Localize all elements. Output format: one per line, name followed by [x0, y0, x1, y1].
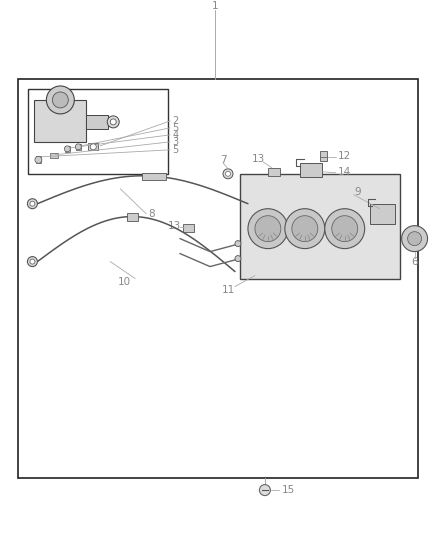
Text: 9: 9: [355, 187, 361, 197]
Text: 5: 5: [172, 123, 178, 133]
Bar: [240, 174, 399, 279]
Text: 10: 10: [118, 277, 131, 287]
Circle shape: [226, 171, 230, 176]
Circle shape: [28, 199, 37, 209]
Text: 13: 13: [252, 154, 265, 164]
Circle shape: [332, 216, 358, 241]
Bar: [142, 173, 166, 180]
Text: 8: 8: [148, 209, 155, 219]
Text: 7: 7: [220, 155, 226, 165]
Bar: [88, 143, 98, 150]
Bar: [65, 146, 71, 152]
Bar: [50, 153, 58, 158]
Circle shape: [402, 225, 427, 252]
Circle shape: [30, 201, 35, 206]
Circle shape: [110, 119, 116, 125]
Bar: [86, 115, 108, 129]
Circle shape: [107, 116, 119, 128]
Text: 6: 6: [411, 256, 418, 266]
Bar: [28, 89, 168, 174]
Circle shape: [325, 209, 365, 248]
Text: 12: 12: [338, 151, 351, 161]
Circle shape: [90, 144, 96, 150]
Circle shape: [255, 216, 281, 241]
Text: 13: 13: [168, 221, 181, 231]
Text: 5: 5: [172, 145, 178, 155]
Circle shape: [259, 484, 270, 496]
Bar: [300, 163, 322, 177]
Text: 2: 2: [172, 116, 178, 126]
Circle shape: [235, 256, 241, 262]
Circle shape: [35, 156, 42, 163]
Circle shape: [408, 232, 421, 246]
Circle shape: [292, 216, 318, 241]
Circle shape: [223, 169, 233, 179]
Bar: [268, 168, 280, 176]
Bar: [127, 213, 138, 221]
Text: 3: 3: [172, 137, 178, 147]
Circle shape: [64, 146, 71, 152]
Text: 4: 4: [172, 130, 178, 140]
Circle shape: [28, 256, 37, 266]
Bar: [320, 151, 327, 161]
Bar: [18, 79, 417, 478]
Text: 11: 11: [222, 285, 235, 295]
Bar: [35, 100, 86, 142]
Circle shape: [285, 209, 325, 248]
Circle shape: [75, 144, 81, 150]
Bar: [36, 156, 41, 163]
Circle shape: [53, 92, 68, 108]
Circle shape: [235, 240, 241, 247]
Circle shape: [46, 86, 74, 114]
Text: 1: 1: [212, 1, 218, 11]
Text: 14: 14: [338, 167, 351, 177]
Bar: [183, 224, 194, 232]
Circle shape: [248, 209, 288, 248]
Text: 15: 15: [282, 485, 295, 495]
Bar: [370, 204, 395, 224]
Circle shape: [30, 259, 35, 264]
Bar: [76, 144, 81, 150]
